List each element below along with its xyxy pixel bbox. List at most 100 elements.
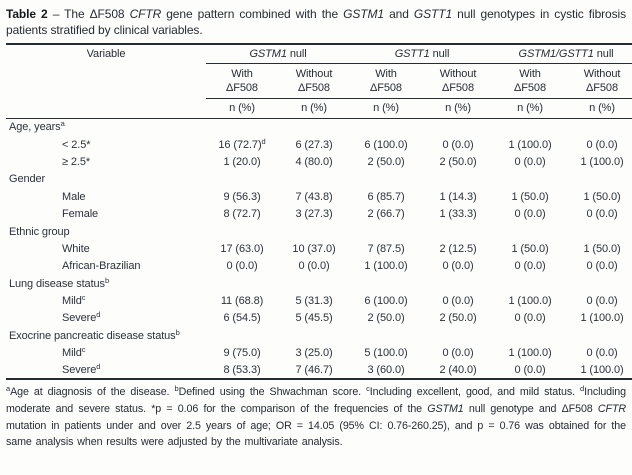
table-caption-separator: – <box>47 7 65 21</box>
row-label: ≥ 2.5* <box>62 155 91 168</box>
row-label: Age, yearsa <box>9 119 65 134</box>
data-cell: 9 (75.0) <box>223 347 261 360</box>
data-cell: 5 (100.0) <box>364 347 408 360</box>
data-cell: 0 (0.0) <box>442 260 474 273</box>
data-cell: 0 (0.0) <box>514 312 546 325</box>
unit-header-n-pct: n (%) <box>206 98 278 119</box>
data-cell: 0 (0.0) <box>514 155 546 168</box>
empty-cell <box>206 171 632 188</box>
data-cell: 2 (12.5) <box>439 242 477 255</box>
data-cell: 1 (100.0) <box>508 295 552 308</box>
data-cell: 6 (85.7) <box>367 190 405 203</box>
data-cell: 6 (54.5) <box>223 312 261 325</box>
data-cell: 8 (53.3) <box>223 364 261 377</box>
data-cell: 0 (0.0) <box>226 260 258 273</box>
subcolumn-with-df508-1: With ΔF508 <box>206 63 278 99</box>
variable-group-row: Lung disease statusb <box>6 275 632 292</box>
data-cell: 0 (0.0) <box>514 208 546 221</box>
unit-header-n-pct: n (%) <box>566 98 632 119</box>
row-label: < 2.5* <box>62 138 91 151</box>
data-cell: 1 (100.0) <box>508 138 552 151</box>
row-label: African-Brazilian <box>62 260 141 273</box>
data-cell: 2 (50.0) <box>439 155 477 168</box>
variable-group-row: Exocrine pancreatic disease statusb <box>6 327 632 344</box>
data-cell: 16 (72.7)d <box>218 136 266 151</box>
data-cell: 7 (43.8) <box>295 190 333 203</box>
data-cell: 2 (50.0) <box>367 312 405 325</box>
subcolumn-with-df508-3: With ΔF508 <box>494 63 567 99</box>
unit-header-n-pct: n (%) <box>494 98 567 119</box>
data-cell: 1 (14.3) <box>439 190 477 203</box>
data-cell: 1 (33.3) <box>439 208 477 221</box>
variable-group-row: Age, yearsa <box>6 119 632 136</box>
row-label: Gender <box>9 173 46 186</box>
data-cell: 5 (31.3) <box>295 295 333 308</box>
data-cell: 1 (50.0) <box>583 242 621 255</box>
row-label: Mildc <box>62 345 86 360</box>
data-cell: 1 (100.0) <box>508 347 552 360</box>
data-cell: 1 (50.0) <box>511 190 549 203</box>
data-cell: 2 (40.0) <box>439 364 477 377</box>
column-header-variable: Variable <box>86 48 126 60</box>
table-row: Female 8 (72.7) 3 (27.3) 2 (66.7) 1 (33.3) 0 … <box>6 205 632 222</box>
table-row: Severed 8 (53.3) 7 (46.7) 3 (60.0) 2 (40.0) 0… <box>6 362 632 379</box>
unit-header-n-pct: n (%) <box>422 98 495 119</box>
row-label: Female <box>62 208 99 221</box>
data-cell: 3 (60.0) <box>367 364 405 377</box>
data-cell: 0 (0.0) <box>298 260 330 273</box>
subcolumn-spacer <box>6 64 206 99</box>
data-cell: 8 (72.7) <box>223 208 261 221</box>
subcolumn-with-df508-2: With ΔF508 <box>350 63 422 99</box>
unit-spacer <box>6 98 206 119</box>
data-cell: 6 (100.0) <box>364 295 408 308</box>
data-cell: 0 (0.0) <box>442 347 474 360</box>
data-cell: 0 (0.0) <box>586 138 618 151</box>
data-cell: 3 (27.3) <box>295 208 333 221</box>
row-label: Mildc <box>62 293 86 308</box>
data-cell: 2 (50.0) <box>439 312 477 325</box>
data-cell: 1 (20.0) <box>223 155 261 168</box>
table-row: African-Brazilian 0 (0.0) 0 (0.0) 1 (100.0)… <box>6 258 632 275</box>
data-cell: 9 (56.3) <box>223 190 261 203</box>
data-cell: 17 (63.0) <box>220 242 264 255</box>
data-cell: 4 (80.0) <box>295 155 333 168</box>
data-cell: 0 (0.0) <box>586 260 618 273</box>
subcolumn-without-df508-2: Without ΔF508 <box>422 63 495 99</box>
table-row: ≥ 2.5* 1 (20.0) 4 (80.0) 2 (50.0) 2 (50.0) 0 … <box>6 153 632 170</box>
unit-header-row: n (%) n (%) n (%) n (%) n (%) n (%) <box>6 98 632 119</box>
table-caption-text: The ΔF508 CFTR gene pattern combined wit… <box>6 7 626 37</box>
data-cell: 10 (37.0) <box>292 242 336 255</box>
data-cell: 7 (87.5) <box>367 242 405 255</box>
table-row: Mildc 11 (68.8) 5 (31.3) 6 (100.0) 0 (0.0) 1 … <box>6 292 632 309</box>
row-label: Ethnic group <box>9 225 70 238</box>
column-group-gstm1-gstt1-null: GSTM1/GSTT1 null <box>494 44 632 64</box>
row-label: White <box>62 242 90 255</box>
column-group-gstm1-null: GSTM1 null <box>206 44 350 64</box>
table-caption-label: Table 2 <box>6 7 48 21</box>
data-cell: 1 (50.0) <box>511 242 549 255</box>
row-label: Severed <box>62 310 101 325</box>
table-row: Severed 6 (54.5) 5 (45.5) 2 (50.0) 2 (50.0) 0… <box>6 310 632 327</box>
unit-header-n-pct: n (%) <box>278 98 350 119</box>
data-cell: 1 (100.0) <box>580 155 624 168</box>
data-cell: 3 (25.0) <box>295 347 333 360</box>
data-cell: 7 (46.7) <box>295 364 333 377</box>
data-cell: 6 (27.3) <box>295 138 333 151</box>
subcolumn-without-df508-3: Without ΔF508 <box>566 63 632 99</box>
data-cell: 0 (0.0) <box>442 138 474 151</box>
data-cell: 1 (100.0) <box>580 364 624 377</box>
subcolumn-header-row: With ΔF508 Without ΔF508 With ΔF508 Without… <box>6 63 632 99</box>
data-cell: 0 (0.0) <box>586 347 618 360</box>
table-caption: Table 2 – The ΔF508 CFTR gene pattern co… <box>6 7 626 38</box>
empty-cell <box>206 119 632 136</box>
table-row: < 2.5* 16 (72.7)d 6 (27.3) 6 (100.0) 0 (0.0)… <box>6 136 632 153</box>
table-row: White 17 (63.0) 10 (37.0) 7 (87.5) 2 (12.5) 1… <box>6 240 632 257</box>
data-cell: 5 (45.5) <box>295 312 333 325</box>
data-cell: 0 (0.0) <box>514 260 546 273</box>
empty-cell <box>206 223 632 240</box>
variable-group-row: Ethnic group <box>6 223 632 240</box>
data-cell: 1 (50.0) <box>583 190 621 203</box>
data-cell: 0 (0.0) <box>586 208 618 221</box>
data-cell: 1 (100.0) <box>364 260 408 273</box>
